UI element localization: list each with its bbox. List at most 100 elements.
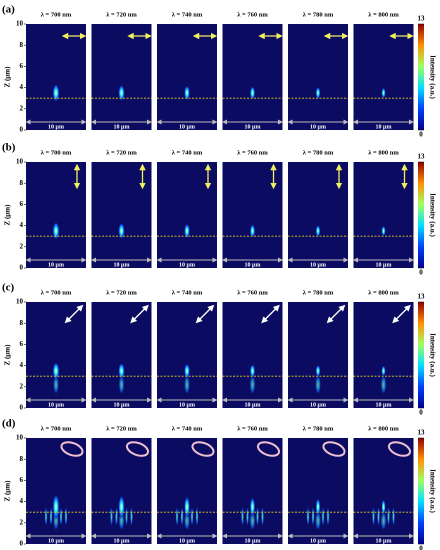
polarization-ellipse [125, 441, 150, 457]
side-lobe [49, 506, 53, 527]
focal-spot [118, 84, 125, 102]
panel-title: λ = 780 nm [303, 149, 334, 156]
side-lobe [321, 506, 325, 527]
polarization-ellipse [256, 441, 281, 457]
scale-bar-label: 10 μm [310, 402, 326, 408]
focal-spot [381, 365, 386, 377]
scale-bar-label: 10 μm [376, 538, 392, 544]
scale-bar-label: 10 μm [310, 124, 326, 130]
y-axis-label: Z (μm) [4, 204, 12, 226]
colorbar-label: Intensity (a.u.) [428, 469, 436, 513]
colorbar-tick-label: 0 [419, 545, 423, 550]
colorbar-tick-label: 13 [418, 153, 426, 161]
focal-spot [381, 499, 386, 515]
scale-bar-label: 10 μm [48, 538, 64, 544]
row-label: (a) [2, 4, 15, 16]
y-tick-label: 4 [20, 221, 24, 229]
polarization-arrow [130, 304, 149, 324]
scale-bar-label: 10 μm [114, 262, 130, 268]
colorbar [418, 24, 424, 130]
y-tick-label: 6 [20, 200, 24, 208]
scale-bar-label: 10 μm [376, 262, 392, 268]
y-tick-label: 2 [20, 518, 24, 526]
tail [380, 510, 387, 531]
scale-bar-label: 10 μm [245, 402, 261, 408]
focal-spot [118, 222, 125, 240]
side-lobe [64, 506, 68, 527]
panel-title: λ = 800 nm [368, 11, 399, 18]
y-tick-label: 2 [20, 242, 24, 250]
focal-spot [249, 364, 256, 378]
scale-bar-label: 10 μm [245, 538, 261, 544]
y-axis-label: Z (μm) [4, 480, 12, 502]
scale-bar-label: 10 μm [245, 124, 261, 130]
side-lobe [130, 506, 133, 527]
focal-spot [184, 223, 190, 239]
scale-bar-label: 10 μm [376, 124, 392, 130]
polarization-arrow [64, 304, 84, 324]
side-lobe [261, 506, 264, 527]
scale-bar-label: 10 μm [114, 402, 130, 408]
y-tick-label: 0 [20, 264, 24, 272]
scale-bar-label: 10 μm [179, 402, 195, 408]
colorbar-tick-label: 13 [418, 15, 426, 23]
focal-spot [249, 86, 256, 100]
panel-title: λ = 720 nm [106, 149, 137, 156]
tail [315, 374, 321, 395]
side-lobe [44, 506, 48, 527]
scale-bar-label: 10 μm [48, 262, 64, 268]
side-lobe [377, 506, 380, 527]
panel-background [353, 24, 414, 130]
panel-title: λ = 780 nm [303, 289, 334, 296]
scale-bar-label: 10 μm [245, 262, 261, 268]
focal-spot [184, 85, 190, 101]
scale-bar-label: 10 μm [310, 538, 326, 544]
tail [249, 510, 256, 531]
y-tick-label: 2 [20, 104, 24, 112]
row-label: (c) [2, 282, 15, 294]
y-tick-label: 4 [20, 83, 24, 91]
panel-title: λ = 760 nm [237, 149, 268, 156]
panel-title: λ = 760 nm [237, 289, 268, 296]
scale-bar-label: 10 μm [48, 402, 64, 408]
focal-spot [315, 364, 321, 378]
focal-spot [118, 362, 125, 380]
polarization-ellipse [60, 441, 84, 457]
row-label: (d) [2, 418, 16, 430]
panel-title: λ = 800 nm [368, 289, 399, 296]
colorbar [418, 162, 424, 268]
y-tick-label: 10 [16, 158, 24, 166]
panel-title: λ = 700 nm [41, 149, 72, 156]
colorbar-tick-label: 13 [418, 293, 426, 301]
scale-bar-label: 10 μm [179, 538, 195, 544]
y-tick-label: 4 [20, 497, 24, 505]
panel-background [26, 24, 86, 130]
y-tick-label: 6 [20, 62, 24, 70]
y-tick-label: 10 [16, 434, 24, 442]
colorbar [418, 438, 424, 544]
focal-spot [118, 494, 125, 519]
colorbar-tick-label: 13 [418, 429, 426, 437]
y-tick-label: 0 [20, 404, 24, 412]
y-tick-label: 2 [20, 382, 24, 390]
side-lobe [175, 506, 179, 527]
side-lobe [311, 506, 315, 527]
scale-bar-label: 10 μm [179, 262, 195, 268]
y-tick-label: 6 [20, 476, 24, 484]
focal-spot [315, 86, 321, 100]
side-lobe [387, 506, 390, 527]
side-lobe [195, 506, 199, 527]
scale-bar-label: 10 μm [114, 124, 130, 130]
panel-title: λ = 780 nm [303, 11, 334, 18]
panel-title: λ = 800 nm [368, 425, 399, 432]
colorbar-label: Intensity (a.u.) [428, 55, 436, 99]
side-lobe [241, 506, 244, 527]
focal-spot [381, 87, 386, 99]
y-tick-label: 4 [20, 361, 24, 369]
y-axis-label: Z (μm) [4, 344, 12, 366]
tail [184, 374, 190, 395]
tail [315, 510, 321, 531]
tail [249, 374, 256, 395]
panel-title: λ = 700 nm [41, 425, 72, 432]
panel-title: λ = 800 nm [368, 149, 399, 156]
